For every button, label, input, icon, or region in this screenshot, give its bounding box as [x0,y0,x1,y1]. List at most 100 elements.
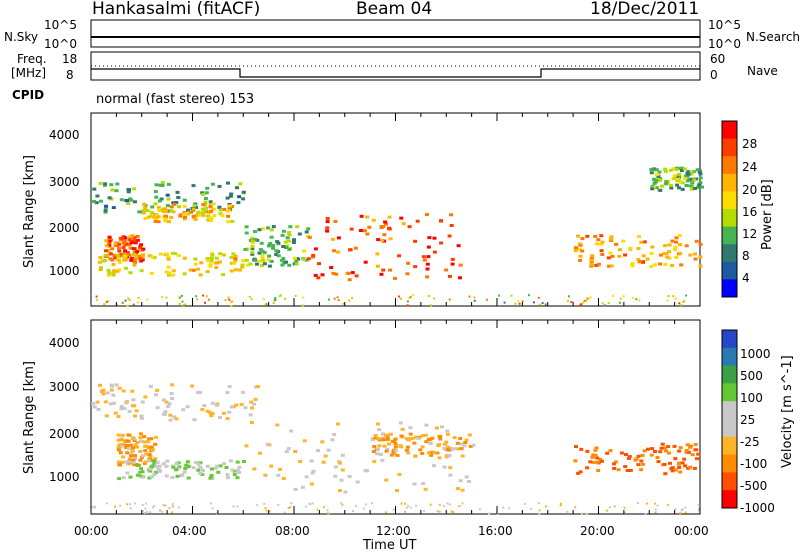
power-cell [250,252,255,256]
power-cell [636,258,641,261]
power-cell [608,251,613,255]
velocity-cell [448,473,453,477]
power-cell [274,297,277,299]
power-cell [678,251,683,255]
velocity-cell [194,461,199,464]
velocity-cell [679,512,682,515]
power-cell [204,206,208,210]
power-cell [250,241,255,245]
velocity-cell [168,507,171,510]
power-cell [439,219,443,223]
velocity-cell [654,511,657,514]
power-cell [178,303,181,305]
velocity-cell [375,447,380,451]
power-cell [570,301,573,304]
velocity-cell [98,383,102,387]
velocity-cell [340,502,343,505]
power-cell [182,256,187,260]
power-cell [167,220,171,224]
velocity-cell [163,410,168,414]
power-cell [125,252,130,256]
power-cell [167,271,172,275]
velocity-cell [395,453,400,457]
power-cell [287,247,292,251]
velocity-cell [452,511,455,514]
velocity-cell [205,409,210,413]
power-cell [503,301,506,304]
velocity-cell [678,446,683,450]
velocity-cell [141,503,144,506]
velocity-cell [111,393,116,397]
velocity-cell [145,444,150,448]
velocity-cell [424,440,429,444]
velocity-cell [627,455,632,459]
power-cell [413,239,418,243]
velocity-cell [590,455,595,459]
velocity-cell [198,466,202,469]
velocity-cell [697,509,700,512]
velocity-cell [237,465,242,469]
velocity-cell [608,449,613,453]
velocity-cell [408,432,413,436]
power-cell [193,262,198,266]
velocity-cell [225,391,230,395]
power-cell [675,179,680,183]
velocity-cell [127,460,132,464]
power-cell [623,253,628,257]
velocity-cell [140,475,145,479]
power-cell [153,190,158,193]
velocity-cell [432,451,437,455]
power-cell [653,180,658,184]
power-cell [128,299,131,302]
power-cell [398,295,401,298]
velocity-cell [118,451,123,455]
velocity-cell [210,412,215,416]
velocity-cell [685,443,690,447]
power-cell [230,304,233,307]
power-cell [645,257,650,261]
power-cell [191,207,196,211]
power-cell [232,261,237,265]
power-cell [692,178,697,182]
velocity-cell [406,438,411,442]
power-cell [211,207,215,211]
power-cell [134,255,139,259]
power-cell [118,253,123,257]
colorbar-swatch [722,330,737,349]
power-cell [667,295,670,297]
power-cell [166,255,171,259]
power-cell [257,228,262,232]
power-cell [182,217,187,221]
cpid-mode-text: normal (fast stereo) 153 [96,92,255,107]
power-cell [111,272,116,276]
velocity-cell [239,403,244,406]
power-cell [350,271,355,275]
velocity-cell [117,448,121,452]
velocity-cell [407,504,410,507]
velocity-cell [109,384,114,388]
power-cell [618,248,622,252]
power-cell [209,216,214,220]
power-ytick: 4000 [49,128,80,142]
power-cell [685,179,690,183]
power-ytick: 2000 [49,221,80,235]
power-cell [161,210,166,214]
velocity-cell [210,502,212,505]
velocity-cell [442,447,447,450]
power-cell [284,260,288,264]
velocity-cell [154,393,158,397]
velocity-cell [574,506,577,509]
velocity-cell [138,450,143,453]
power-cell [284,246,288,249]
velocity-cell [177,506,180,509]
velocity-cell [405,506,408,509]
power-cell [698,264,703,268]
power-cell [274,249,279,253]
power-cell [426,255,431,259]
power-cell [693,257,698,261]
velocity-cell [404,448,409,452]
power-cell [585,234,590,238]
power-cell [157,199,162,203]
power-cell [677,175,682,179]
power-cell [656,174,661,178]
